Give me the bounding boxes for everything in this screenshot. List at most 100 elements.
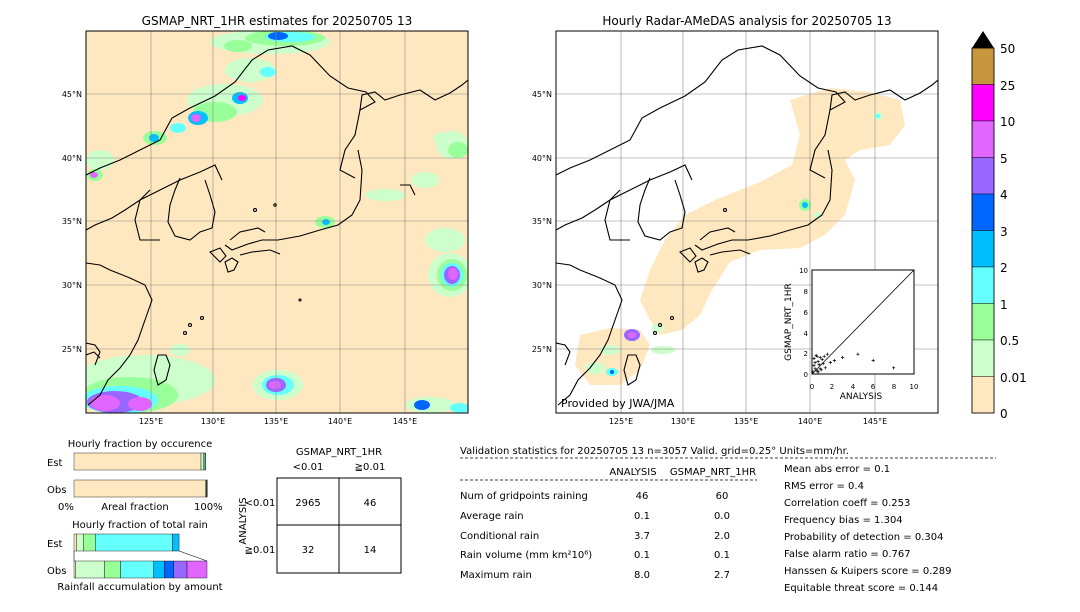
colorbar-box xyxy=(971,303,995,341)
scatter-point xyxy=(816,359,820,364)
occurrence-bar-segment xyxy=(73,479,206,498)
scatter-point xyxy=(823,366,827,370)
scatter-y-tick: 0 xyxy=(804,371,808,379)
right-lon-label: 140°E xyxy=(798,417,822,426)
left-map-rain xyxy=(86,31,468,413)
validation-analysis-value: 0.1 xyxy=(634,511,650,522)
validation-row-label: Rain volume (mm km²10⁶) xyxy=(460,550,592,561)
colorbar-label: 1 xyxy=(1000,298,1008,312)
scatter-point xyxy=(818,367,822,371)
contingency-cell: 2965 xyxy=(295,498,320,509)
total-rain-bars xyxy=(73,533,208,579)
colorbar-label: 25 xyxy=(1000,79,1015,93)
contingency-title: GSMAP_NRT_1HR xyxy=(296,447,382,458)
left-lat-label: 30°N xyxy=(62,281,82,290)
scatter-diagonal xyxy=(811,269,915,375)
scatter-point xyxy=(817,363,821,367)
scatter-point xyxy=(892,366,896,370)
total-rain-bar-segment xyxy=(75,560,105,579)
colorbar-label: 0.01 xyxy=(1000,371,1027,385)
total-rain-bar-segment xyxy=(95,533,173,552)
total-rain-bar-segment xyxy=(172,533,180,552)
total-rain-bar-segment xyxy=(76,533,84,552)
scatter-point xyxy=(841,355,845,359)
scatter-y-tick: 2 xyxy=(804,350,808,358)
scatter-point xyxy=(822,354,826,358)
left-map-coastlines xyxy=(86,45,468,406)
total-rain-bar-segment xyxy=(173,560,188,579)
validation-row-label: Maximum rain xyxy=(460,570,532,581)
left-map-title: GSMAP_NRT_1HR estimates for 20250705 13 xyxy=(142,14,413,28)
total-rain-bar-segment xyxy=(153,560,165,579)
colorbar-label: 0 xyxy=(1000,407,1008,421)
total-rain-bar-segment xyxy=(120,560,155,579)
left-map-grid xyxy=(86,31,468,413)
scatter-x-tick: 6 xyxy=(871,383,876,391)
colorbar-label: 10 xyxy=(1000,115,1015,129)
scatter-y-tick: 4 xyxy=(804,330,809,338)
validation-score: Frequency bias = 1.304 xyxy=(784,515,903,526)
contingency-cell: 32 xyxy=(302,545,315,556)
validation-score: Probability of detection = 0.304 xyxy=(784,532,943,543)
contingency-cell: 14 xyxy=(364,545,377,556)
validation-gsmap-value: 2.7 xyxy=(714,570,730,581)
left-lon-label: 130°E xyxy=(201,417,225,426)
colorbar-box xyxy=(971,376,995,414)
total-rain-bar-segment xyxy=(164,560,174,579)
scatter-x-tick: 10 xyxy=(910,383,919,391)
validation-row-label: Conditional rain xyxy=(460,531,539,542)
colorbar-frame xyxy=(971,47,995,414)
total-rain-connector xyxy=(178,550,208,562)
total-rain-bar-segment xyxy=(83,533,96,552)
validation-gsmap-value: 0.1 xyxy=(714,550,730,561)
occurrence-title: Hourly fraction by occurence xyxy=(68,439,212,450)
scatter-point xyxy=(832,358,836,363)
occurrence-row-label: Est xyxy=(47,458,63,469)
colorbar-boxes xyxy=(971,47,995,414)
right-lat-label: 45°N xyxy=(532,90,552,99)
right-lon-label: 135°E xyxy=(734,417,758,426)
scatter-point xyxy=(811,370,815,374)
scatter-point xyxy=(856,352,860,356)
occurrence-bar-segment xyxy=(200,452,204,471)
contingency-row-axis: ANALYSIS xyxy=(238,497,249,544)
occurrence-bar-segment xyxy=(206,479,208,498)
validation-row-label: Num of gridpoints raining xyxy=(460,491,588,502)
scatter-point xyxy=(816,370,820,374)
colorbar-box xyxy=(971,47,995,85)
scatter-xlabel: ANALYSIS xyxy=(840,392,883,402)
left-lon-label: 140°E xyxy=(328,417,352,426)
contingency-table: GSMAP_NRT_1HR <0.01 ≧0.01 ANALYSIS <0.01… xyxy=(238,447,402,574)
left-lat-label: 25°N xyxy=(62,345,82,354)
scatter-point xyxy=(812,364,816,368)
scatter-points xyxy=(811,352,896,374)
colorbar-box xyxy=(971,230,995,268)
scatter-point xyxy=(828,361,832,365)
total-rain-bar-segment xyxy=(73,533,77,552)
occurrence-bar-segment xyxy=(73,452,202,471)
validation-gsmap-value: 60 xyxy=(716,491,729,502)
occurrence-bars xyxy=(73,452,208,498)
scatter-point xyxy=(820,357,824,361)
validation-score: RMS error = 0.4 xyxy=(784,481,864,492)
inset-scatter: 0 2 4 6 8 10 0 2 4 6 8 10 ANALYSIS GSMAP… xyxy=(784,267,918,402)
right-lon-label: 130°E xyxy=(671,417,695,426)
occurrence-row-label: Obs xyxy=(47,485,66,496)
left-map-frame xyxy=(85,30,469,414)
colorbar-label: 50 xyxy=(1000,42,1015,56)
scatter-y-tick: 6 xyxy=(804,309,809,317)
validation-gsmap-value: 0.0 xyxy=(714,511,730,522)
scatter-point xyxy=(821,362,825,366)
colorbar-label: 3 xyxy=(1000,225,1008,239)
right-lat-label: 35°N xyxy=(532,217,552,226)
right-map-frame xyxy=(555,30,939,414)
colorbar-label: 2 xyxy=(1000,261,1008,275)
validation-stats: Validation statistics for 20250705 13 n=… xyxy=(460,446,996,594)
colorbar-box xyxy=(971,339,995,377)
scatter-ylabel: GSMAP_NRT_1HR xyxy=(784,283,794,361)
validation-analysis-value: 46 xyxy=(636,491,649,502)
validation-row-label: Average rain xyxy=(460,511,524,522)
left-lon-label: 135°E xyxy=(264,417,288,426)
occurrence-x-left: 0% xyxy=(58,502,74,513)
